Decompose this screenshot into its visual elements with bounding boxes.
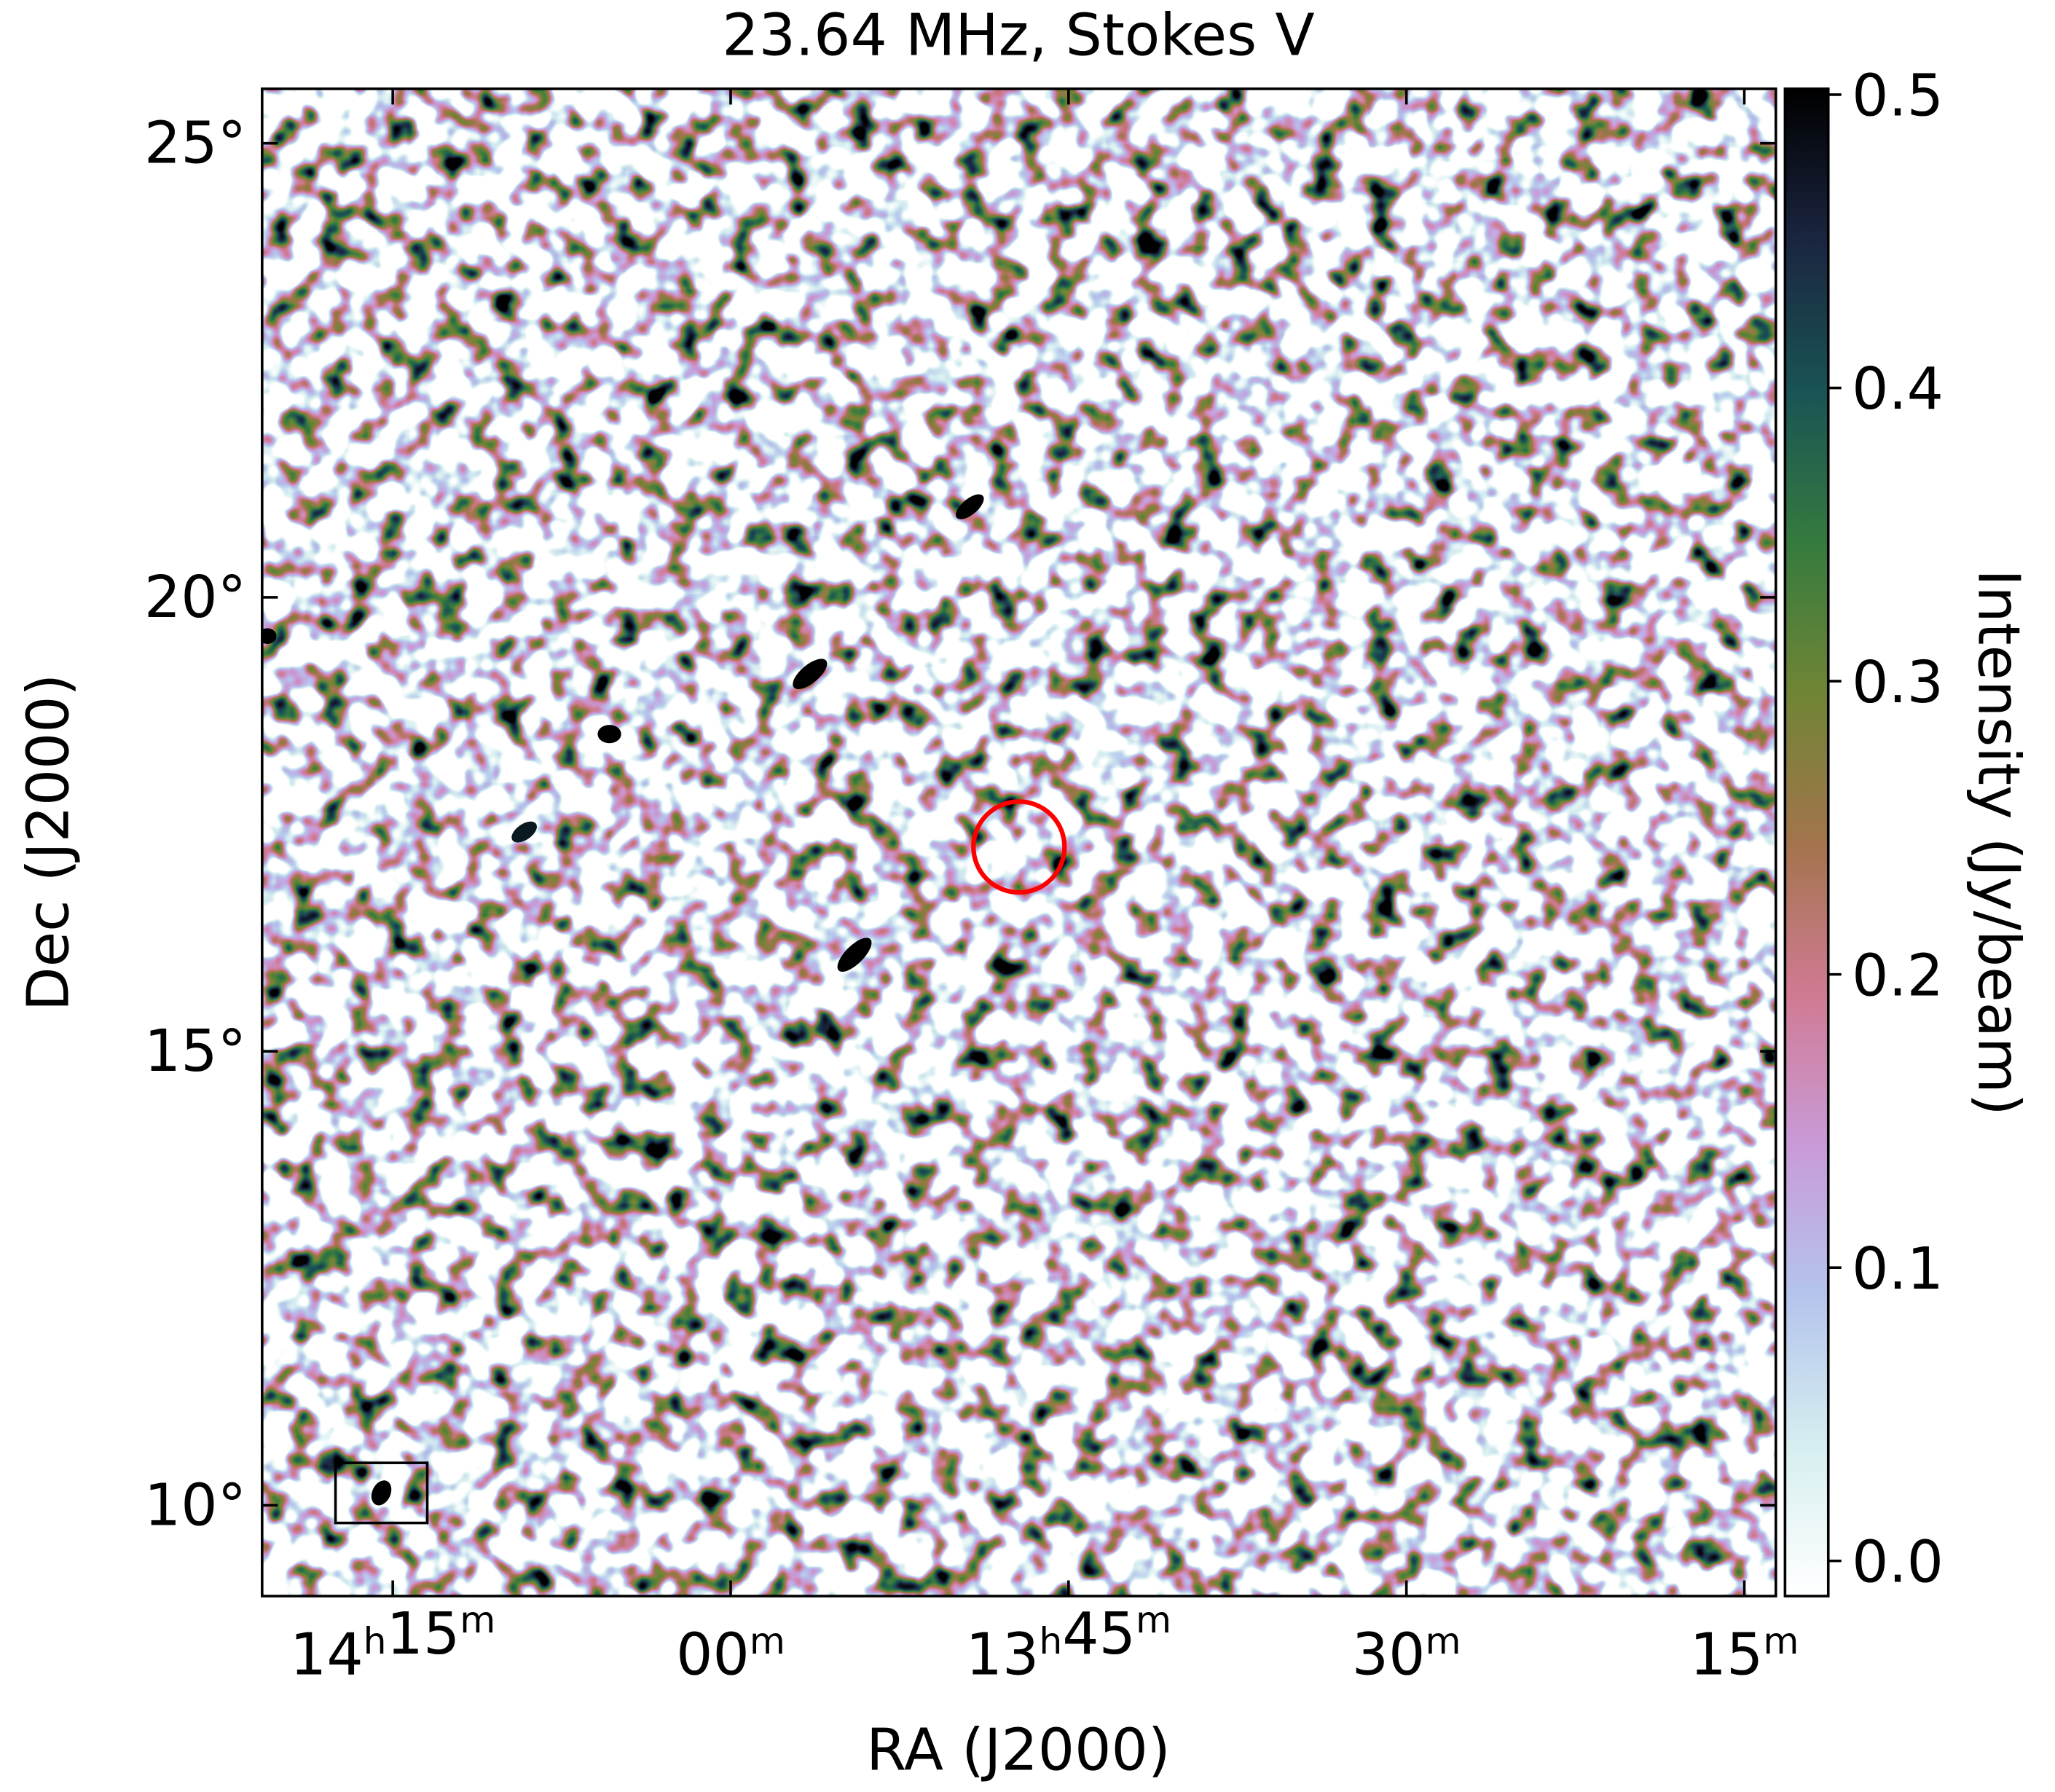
x-tick-label: 15m: [1690, 1619, 1799, 1689]
source: [793, 659, 828, 689]
source: [597, 725, 621, 744]
colorbar-tick-label: 0.5: [1852, 63, 1944, 130]
x-axis-label: RA (J2000): [866, 1717, 1171, 1784]
target-circle: [971, 799, 1067, 895]
x-tick-label: 13h45m: [966, 1598, 1171, 1688]
colorbar-tick-label: 0.1: [1852, 1235, 1944, 1302]
y-tick-label: 15°: [144, 1018, 246, 1085]
bright-sources: [262, 494, 984, 972]
colorbar-tick-label: 0.3: [1852, 649, 1944, 716]
y-tick-label: 10°: [144, 1471, 246, 1538]
beam: [371, 1480, 392, 1506]
source: [511, 821, 537, 843]
colorbar-label: Intensity (Jy/beam): [1965, 569, 2032, 1115]
y-axis-label: Dec (J2000): [15, 674, 82, 1011]
y-tick-label: 25°: [144, 110, 246, 177]
colorbar-tick-label: 0.2: [1852, 942, 1944, 1009]
beam-box: [334, 1461, 429, 1525]
x-tick-label: 14h15m: [290, 1598, 495, 1688]
chart-title: 23.64 MHz, Stokes V: [722, 1, 1314, 68]
sky-image: [262, 88, 1776, 1597]
colorbar-tick-label: 0.0: [1852, 1529, 1944, 1596]
source: [262, 628, 277, 644]
x-tick-label: 30m: [1352, 1619, 1461, 1689]
plot-frame: [261, 87, 1777, 1598]
source: [837, 938, 872, 972]
source: [956, 494, 984, 519]
x-tick-label: 00m: [676, 1619, 785, 1689]
colorbar: [1783, 87, 1830, 1598]
colorbar-tick-label: 0.4: [1852, 355, 1944, 423]
y-tick-label: 20°: [144, 564, 246, 631]
